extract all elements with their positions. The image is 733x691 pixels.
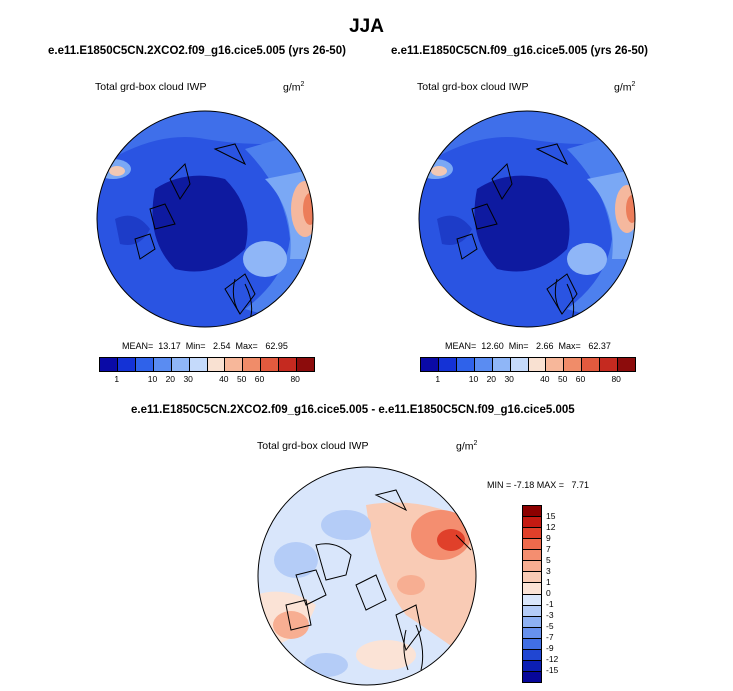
colorbar-tick-label: 9 [546,533,551,543]
panel2-colorbar-swatch [618,358,636,371]
panel2-units: g/m2 [614,81,636,94]
diff-colorbar-swatch [523,594,541,606]
panel1-colorbar-swatch [171,358,190,371]
colorbar-tick-label: 80 [290,374,300,384]
diff-colorbar-swatch [523,572,541,584]
diff-stats: MIN = -7.18 MAX = 7.71 [487,480,590,490]
panel1-colorbar [99,357,315,372]
panel2-colorbar-swatch [546,358,565,371]
diff-colorbar-swatch [523,616,541,628]
panel2-colorbar-swatch [492,358,511,371]
panel1-colorbar-swatch [279,358,298,371]
figure-title: JJA [349,16,384,37]
diff-title: e.e11.E1850C5CN.2XCO2.f09_g16.cice5.005 … [131,404,575,416]
panel1-colorbar-swatch [100,358,118,371]
colorbar-tick-label: 5 [546,555,551,565]
panel2-colorbar [420,357,636,372]
diff-colorbar-swatch [523,517,541,529]
diff-variable-label: Total grd-box cloud IWP [257,440,369,452]
panel2-stats: MEAN= 12.60 Min= 2.66 Max= 62.37 [445,341,611,351]
panel1-colorbar-swatch [207,358,226,371]
colorbar-tick-label: 40 [540,374,550,384]
colorbar-tick-label: 80 [611,374,621,384]
colorbar-tick-label: 12 [546,522,556,532]
colorbar-tick-label: 15 [546,511,556,521]
colorbar-tick-label: -5 [546,621,554,631]
panel2-colorbar-swatch [456,358,475,371]
panel2-colorbar-swatch [474,358,493,371]
colorbar-tick-label: 60 [254,374,265,384]
panel1-colorbar-swatch [117,358,136,371]
diff-colorbar-swatch [523,660,541,672]
diff-colorbar-swatch [523,649,541,661]
panel2-variable-label: Total grd-box cloud IWP [417,81,529,93]
colorbar-tick-label: -9 [546,643,554,653]
diff-colorbar-swatch [523,539,541,551]
colorbar-tick-label: -15 [546,665,559,675]
panel1-colorbar-swatch [153,358,172,371]
diff-colorbar-swatch [523,627,541,639]
colorbar-tick-label: 50 [557,374,568,384]
panel1-colorbar-swatch [189,358,208,371]
panel2-colorbar-swatch [528,358,547,371]
panel2-colorbar-swatch [510,358,529,371]
diff-colorbar-swatch [523,638,541,650]
colorbar-tick-label: -7 [546,632,554,642]
diff-colorbar-labels: 15 12 9 7 5 3 1 0 -1 -3 -5 -7 -9 -12 -15 [546,505,576,681]
panel1-variable-label: Total grd-box cloud IWP [95,81,207,93]
colorbar-tick-label: 20 [165,374,176,384]
colorbar-tick-label: 1 [546,577,551,587]
diff-colorbar-swatch [523,605,541,617]
colorbar-tick-label: 30 [504,374,514,384]
diff-colorbar-swatch [523,671,541,682]
diff-colorbar-swatch [523,528,541,540]
colorbar-tick-label: 1 [114,374,120,384]
panel1-colorbar-swatch [243,358,262,371]
panel2-colorbar-swatch [564,358,583,371]
panel2-colorbar-swatch [421,358,439,371]
diff-colorbar [522,505,542,683]
panel1-colorbar-swatch [135,358,154,371]
diff-colorbar-swatch [523,550,541,562]
panel2-colorbar-swatch [600,358,619,371]
panel2-polar-map [418,110,636,328]
colorbar-tick-label: 10 [147,374,158,384]
diff-polar-map [257,466,477,686]
panel1-colorbar-swatch [225,358,244,371]
colorbar-tick-label: 1 [435,374,441,384]
panel2-case-title: e.e11.E1850C5CN.f09_g16.cice5.005 (yrs 2… [391,45,649,57]
colorbar-tick-label: 50 [236,374,247,384]
colorbar-tick-label: 7 [546,544,551,554]
panel1-colorbar-swatch [297,358,315,371]
colorbar-tick-label: -1 [546,599,554,609]
diff-colorbar-swatch [523,506,541,518]
colorbar-tick-label: 40 [219,374,229,384]
panel1-case-title: e.e11.E1850C5CN.2XCO2.f09_g16.cice5.005 … [48,45,346,57]
colorbar-tick-label: -3 [546,610,554,620]
colorbar-tick-label: 3 [546,566,551,576]
colorbar-tick-label: 10 [468,374,479,384]
colorbar-tick-label: 30 [183,374,193,384]
panel1-colorbar-labels: 1 10 20 30 40 50 60 80 [99,374,313,386]
colorbar-tick-label: 0 [546,588,551,598]
panel1-colorbar-swatch [261,358,280,371]
colorbar-tick-label: 60 [575,374,586,384]
diff-colorbar-swatch [523,561,541,573]
diff-colorbar-swatch [523,583,541,595]
panel2-colorbar-swatch [438,358,457,371]
colorbar-tick-label: -12 [546,654,559,664]
panel2-colorbar-labels: 1 10 20 30 40 50 60 80 [420,374,634,386]
panel1-units: g/m2 [283,81,305,94]
panel1-polar-map [96,110,314,328]
panel2-colorbar-swatch [582,358,601,371]
diff-units: g/m2 [456,440,478,453]
panel1-stats: MEAN= 13.17 Min= 2.54 Max= 62.95 [122,341,288,351]
colorbar-tick-label: 20 [486,374,497,384]
